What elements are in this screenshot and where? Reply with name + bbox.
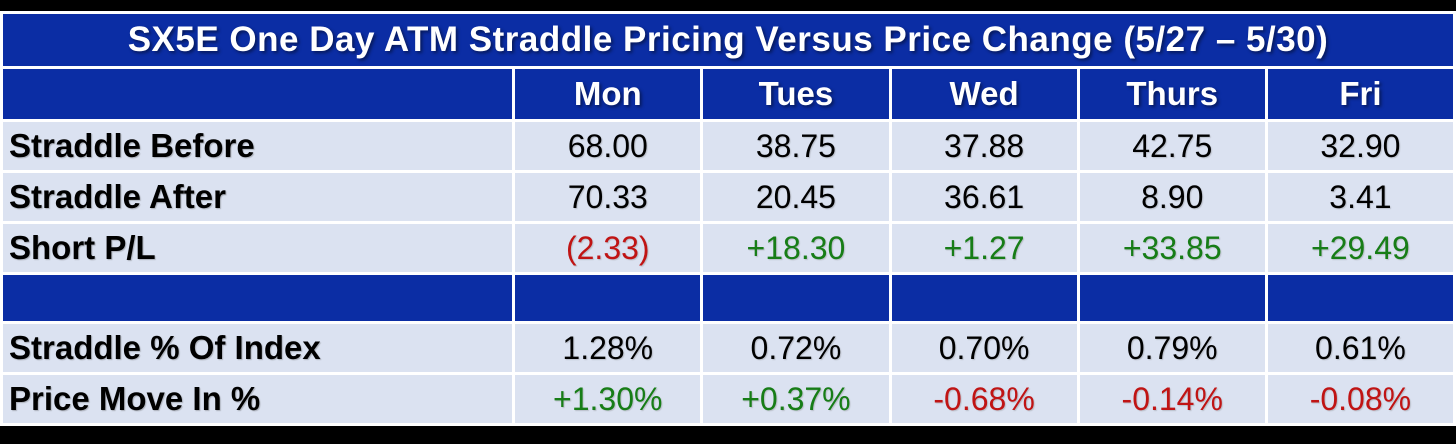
value-cell: 20.45 — [703, 173, 889, 221]
spacer-cell — [3, 275, 513, 321]
value-cell: 8.90 — [1079, 173, 1265, 221]
straddle-pricing-table: SX5E One Day ATM Straddle Pricing Versus… — [0, 11, 1456, 426]
value-cell: 3.41 — [1267, 173, 1453, 221]
header-row: Mon Tues Wed Thurs Fri — [3, 69, 1453, 119]
table-row: Straddle After 70.33 20.45 36.61 8.90 3.… — [3, 173, 1453, 221]
title-row: SX5E One Day ATM Straddle Pricing Versus… — [3, 14, 1453, 66]
col-header-tues: Tues — [703, 69, 889, 119]
value-cell: -0.08% — [1267, 375, 1453, 423]
spacer-cell — [703, 275, 889, 321]
value-cell: 0.70% — [891, 324, 1077, 372]
value-cell: +33.85 — [1079, 224, 1265, 272]
value-cell: 1.28% — [515, 324, 701, 372]
value-cell: 38.75 — [703, 122, 889, 170]
table-row: Price Move In % +1.30% +0.37% -0.68% -0.… — [3, 375, 1453, 423]
spacer-cell — [891, 275, 1077, 321]
table-row: Straddle Before 68.00 38.75 37.88 42.75 … — [3, 122, 1453, 170]
value-cell: 36.61 — [891, 173, 1077, 221]
table-row: Straddle % Of Index 1.28% 0.72% 0.70% 0.… — [3, 324, 1453, 372]
value-cell: 68.00 — [515, 122, 701, 170]
col-header-wed: Wed — [891, 69, 1077, 119]
value-cell: +29.49 — [1267, 224, 1453, 272]
col-header-thurs: Thurs — [1079, 69, 1265, 119]
value-cell: 32.90 — [1267, 122, 1453, 170]
value-cell: 37.88 — [891, 122, 1077, 170]
col-header-mon: Mon — [515, 69, 701, 119]
bottom-border-bar — [0, 426, 1456, 444]
corner-cell — [3, 69, 513, 119]
value-cell: +1.27 — [891, 224, 1077, 272]
spacer-row — [3, 275, 1453, 321]
row-label-short-pl: Short P/L — [3, 224, 513, 272]
value-cell: 70.33 — [515, 173, 701, 221]
row-label-price-move-in-pct: Price Move In % — [3, 375, 513, 423]
row-label-straddle-after: Straddle After — [3, 173, 513, 221]
value-cell: (2.33) — [515, 224, 701, 272]
table-row: Short P/L (2.33) +18.30 +1.27 +33.85 +29… — [3, 224, 1453, 272]
value-cell: +0.37% — [703, 375, 889, 423]
value-cell: 0.79% — [1079, 324, 1265, 372]
row-label-straddle-before: Straddle Before — [3, 122, 513, 170]
spacer-cell — [1079, 275, 1265, 321]
value-cell: -0.14% — [1079, 375, 1265, 423]
row-label-straddle-pct-of-index: Straddle % Of Index — [3, 324, 513, 372]
table-title: SX5E One Day ATM Straddle Pricing Versus… — [3, 14, 1453, 66]
value-cell: 42.75 — [1079, 122, 1265, 170]
top-border-bar — [0, 0, 1456, 11]
value-cell: 0.72% — [703, 324, 889, 372]
value-cell: +18.30 — [703, 224, 889, 272]
spacer-cell — [1267, 275, 1453, 321]
col-header-fri: Fri — [1267, 69, 1453, 119]
value-cell: 0.61% — [1267, 324, 1453, 372]
value-cell: +1.30% — [515, 375, 701, 423]
spacer-cell — [515, 275, 701, 321]
value-cell: -0.68% — [891, 375, 1077, 423]
